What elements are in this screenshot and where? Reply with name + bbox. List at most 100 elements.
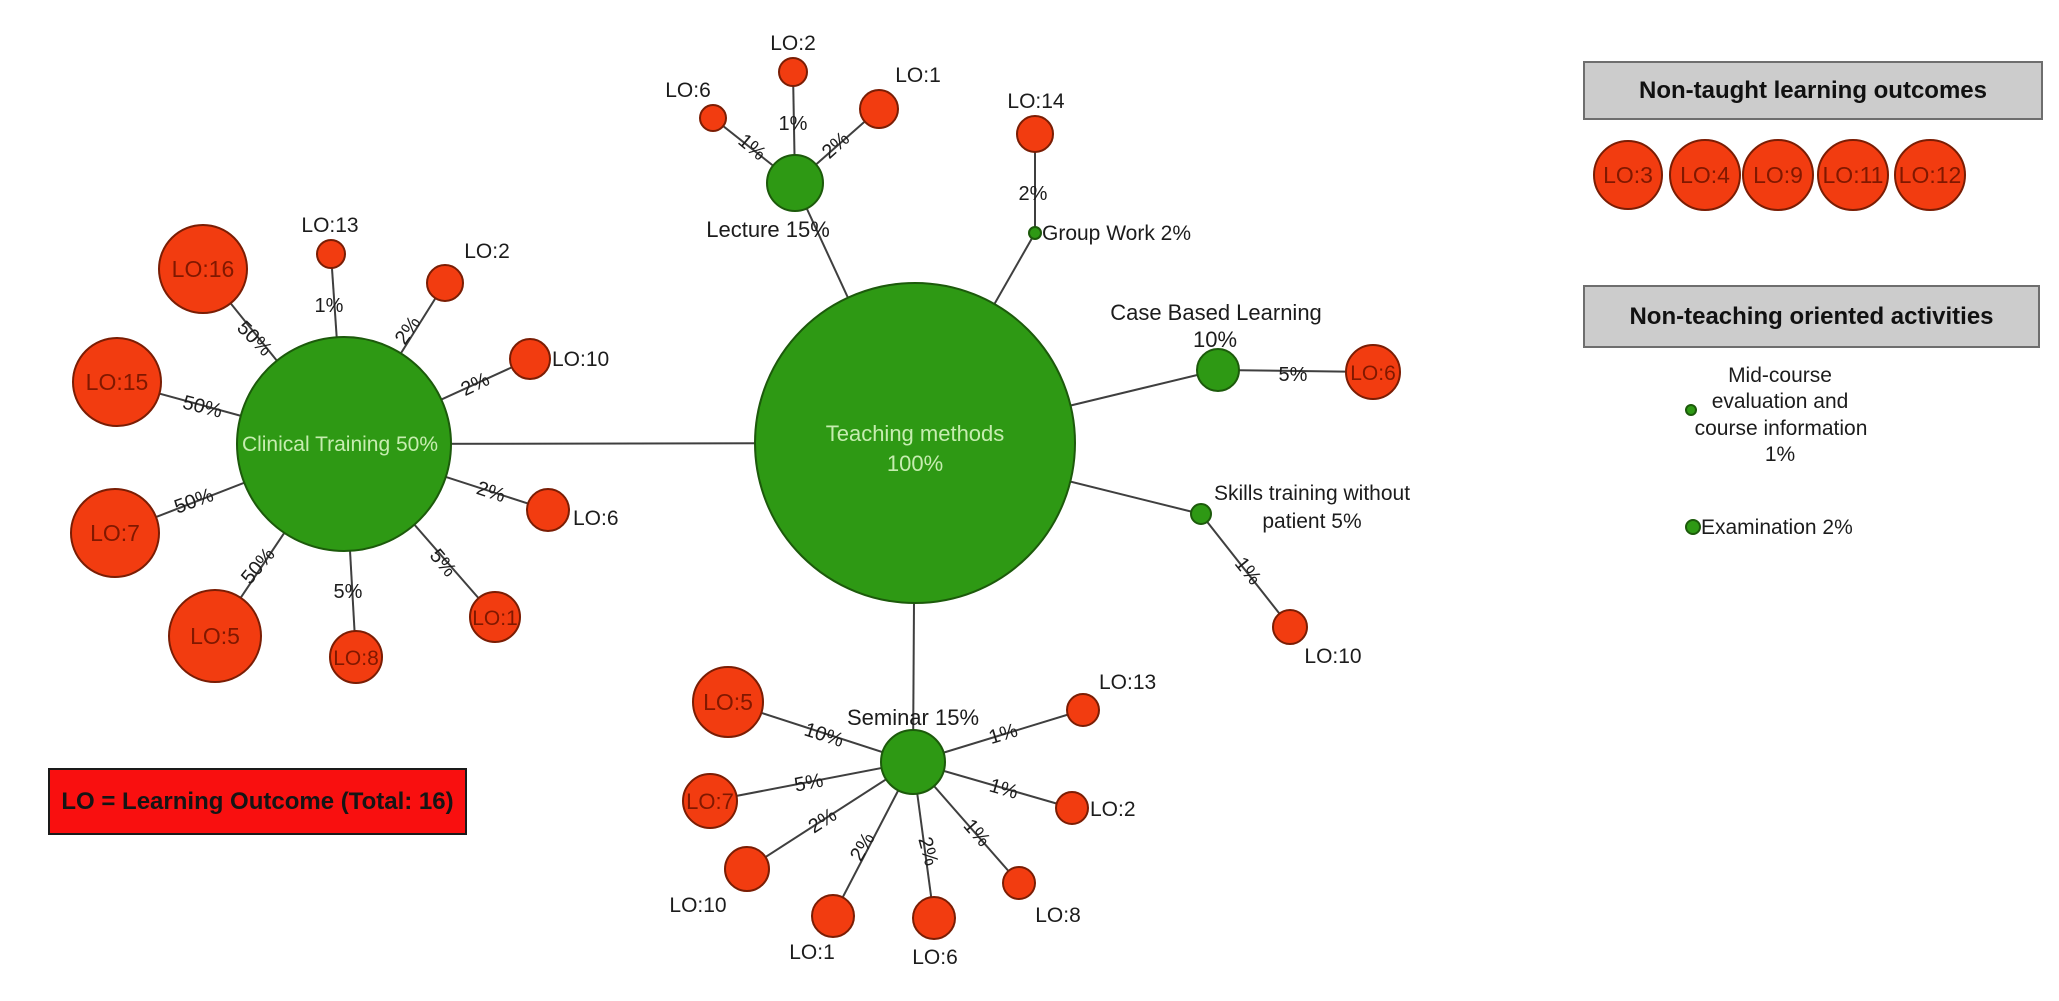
diagram-text: 5% — [1279, 364, 1308, 386]
diagram-text: 5% — [334, 581, 363, 603]
diagram-text: 1% — [779, 113, 808, 135]
diagram-text: LO:6 — [573, 507, 619, 530]
diagram-text: 2% — [474, 477, 508, 507]
node-sem-lo2 — [1055, 791, 1089, 825]
node-cl-lo8 — [329, 630, 383, 684]
diagram-text: LO:13 — [1099, 671, 1156, 694]
node-lecture — [766, 154, 824, 212]
node-lec-lo1 — [859, 89, 899, 129]
node-lec-lo2 — [778, 57, 808, 87]
diagram-text: LO:5 — [190, 623, 240, 649]
node-cl-lo10 — [509, 338, 551, 380]
diagram-text: LO:10 — [669, 894, 726, 917]
legend-non-teaching-header: Non-teaching oriented activities — [1583, 285, 2040, 348]
node-cl-lo6 — [526, 488, 570, 532]
diagram-text: LO:8 — [333, 647, 379, 670]
edge-seminar-sem-lo7 — [709, 761, 914, 802]
diagram-text: LO:10 — [552, 348, 609, 371]
diagram-text: LO:12 — [1899, 162, 1962, 188]
node-sem-lo5 — [692, 666, 764, 738]
diagram-text: LO:13 — [301, 214, 358, 237]
diagram-text: LO:9 — [1753, 162, 1803, 188]
diagram-text: 1% — [987, 775, 1021, 804]
diagram-text: LO:8 — [1035, 904, 1081, 927]
diagram-text: LO:1 — [472, 607, 518, 630]
diagram-text: LO:5 — [703, 689, 753, 715]
diagram-text: 2% — [805, 804, 841, 838]
diagram-text: 10% — [1193, 327, 1237, 352]
diagram-text: LO:10 — [1304, 645, 1361, 668]
diagram-text: 2% — [913, 835, 942, 869]
diagram-text: course information — [1695, 417, 1868, 440]
node-groupwork-dot — [1028, 226, 1042, 240]
diagram-text: LO:2 — [464, 240, 510, 263]
node-sem-lo1 — [811, 894, 855, 938]
node-teaching — [754, 282, 1076, 604]
diagram-text: Lecture 15% — [706, 217, 830, 242]
node-cl-lo16 — [158, 224, 248, 314]
diagram-text: LO:3 — [1603, 162, 1653, 188]
legend-non-teaching-title: Non-teaching oriented activities — [1629, 302, 1994, 330]
node-sem-lo6 — [912, 896, 956, 940]
node-seminar — [880, 729, 946, 795]
diagram-text: LO:14 — [1007, 90, 1065, 113]
diagram-text: patient 5% — [1262, 510, 1361, 533]
node-cbl — [1196, 348, 1240, 392]
diagram-text: 50% — [232, 317, 276, 361]
node-midcourse-dot — [1685, 404, 1697, 416]
diagram-text: 10% — [801, 719, 846, 752]
diagram-text: 5% — [425, 545, 461, 581]
legend-non-taught-header: Non-taught learning outcomes — [1583, 61, 2043, 120]
legend-non-taught-title: Non-taught learning outcomes — [1639, 76, 1987, 104]
node-sem-lo8 — [1002, 866, 1036, 900]
diagram-text: LO:7 — [90, 520, 140, 546]
node-nt-lo4 — [1669, 139, 1741, 211]
diagram-text: 1% — [1765, 443, 1795, 466]
diagram-text: LO:4 — [1680, 162, 1730, 188]
node-cbl-lo6 — [1345, 344, 1401, 400]
diagram-text: 100% — [887, 451, 943, 476]
node-nt-lo12 — [1894, 139, 1966, 211]
diagram-text: LO:15 — [86, 369, 149, 395]
diagram-text: Mid-course — [1728, 364, 1832, 387]
node-sem-lo10 — [724, 846, 770, 892]
diagram-text: 2% — [391, 312, 426, 348]
diagram-text: LO:1 — [895, 64, 941, 87]
node-exam-dot — [1685, 519, 1701, 535]
diagram-text: LO:7 — [686, 789, 734, 814]
diagram-text: LO:16 — [172, 256, 235, 282]
diagram-text: 50% — [180, 392, 224, 423]
node-cl-lo15 — [72, 337, 162, 427]
node-sem-lo13 — [1066, 693, 1100, 727]
node-lec-lo6 — [699, 104, 727, 132]
node-sem-lo7 — [682, 773, 738, 829]
diagram-text: Skills training without — [1214, 482, 1410, 505]
diagram-text: LO:11 — [1823, 162, 1884, 188]
diagram-text: Examination 2% — [1701, 516, 1853, 539]
diagram-text: 2% — [1019, 183, 1048, 205]
node-cl-lo13 — [316, 239, 346, 269]
diagram-text: Seminar 15% — [847, 705, 979, 730]
node-skills-dot — [1190, 503, 1212, 525]
diagram-text: Group Work 2% — [1042, 222, 1191, 245]
diagram-text: 2% — [458, 368, 494, 401]
diagram-text: evaluation and — [1712, 390, 1849, 413]
diagram-text: LO:2 — [1090, 798, 1136, 821]
diagram-text: 5% — [793, 770, 826, 797]
diagram-text: LO:6 — [912, 946, 958, 969]
diagram-text: LO:1 — [789, 941, 835, 964]
diagram-text: LO:2 — [770, 32, 816, 55]
diagram-text: LO:6 — [1350, 362, 1396, 385]
diagram-text: Case Based Learning — [1110, 300, 1322, 325]
diagram-text: 1% — [315, 295, 344, 317]
node-cl-lo5 — [168, 589, 262, 683]
node-nt-lo9 — [1742, 139, 1814, 211]
node-gw-lo14 — [1016, 115, 1054, 153]
node-sk-lo10 — [1272, 609, 1308, 645]
diagram-text: Clinical Training 50% — [242, 433, 438, 456]
diagram-text: 50% — [171, 484, 216, 518]
diagram-text: LO:6 — [665, 79, 711, 102]
edge-skills-dot-sk-lo10 — [1200, 513, 1291, 628]
node-clinical — [236, 336, 452, 552]
